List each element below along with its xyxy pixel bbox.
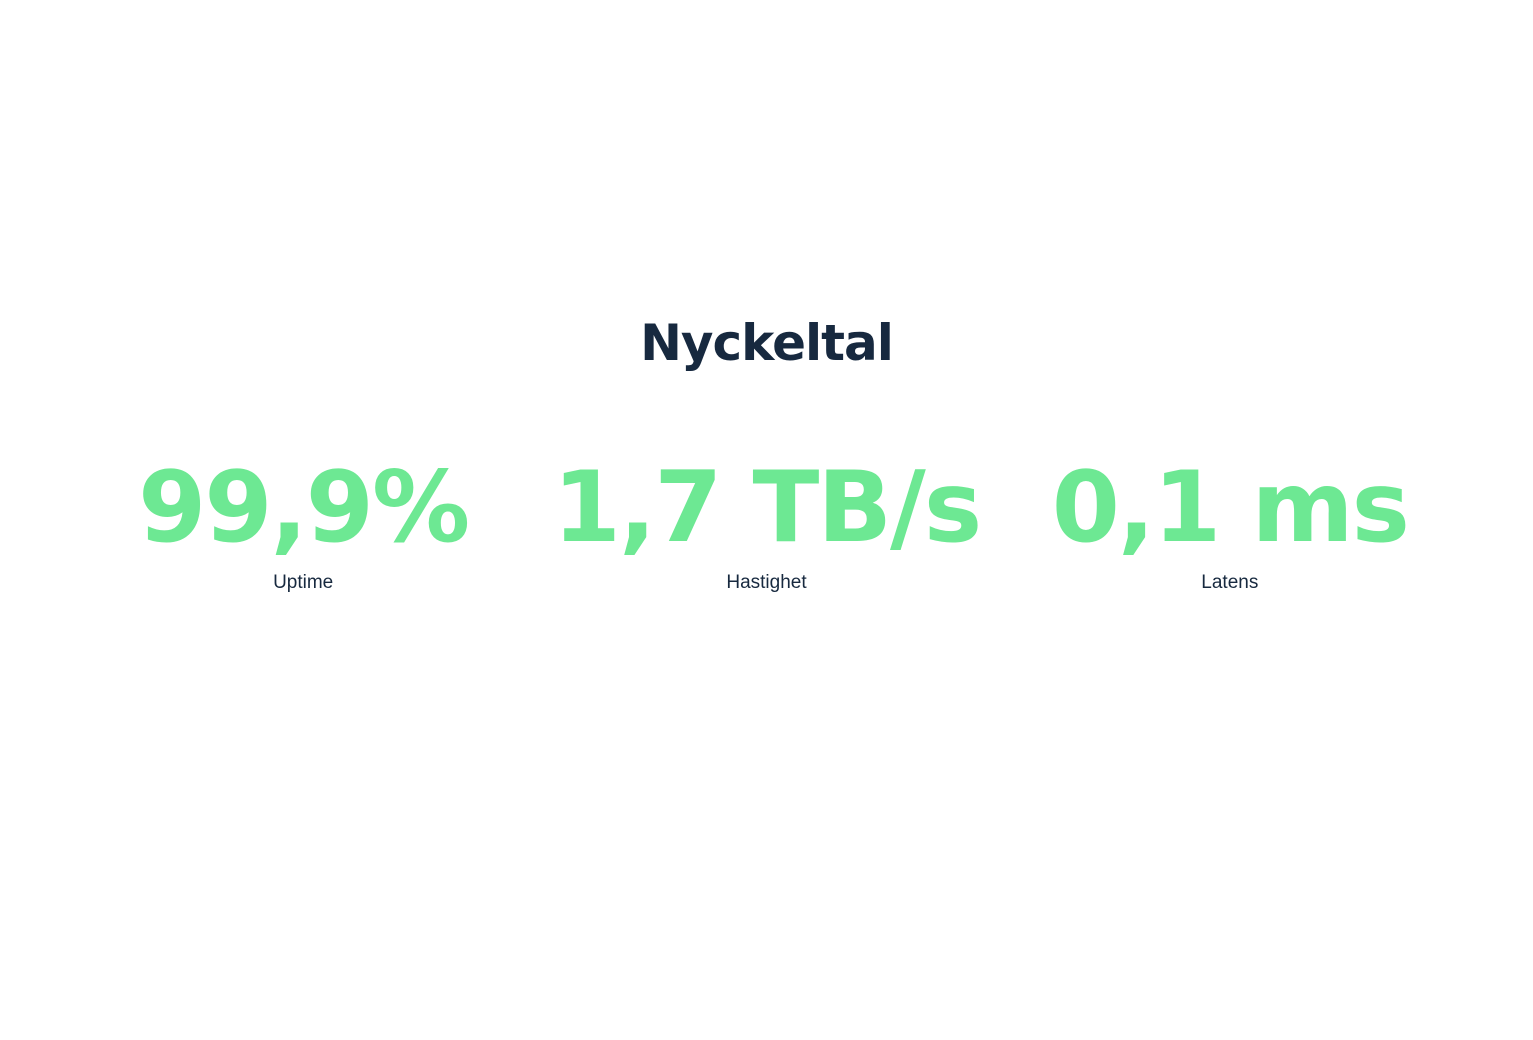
stat-value-uptime: 99,9%: [138, 451, 470, 565]
key-figures-section: Nyckeltal 99,9% Uptime 1,7 TB/s Hastighe…: [72, 314, 1462, 595]
stat-uptime: 99,9% Uptime: [72, 457, 535, 595]
stat-label-speed: Hastighet: [726, 571, 807, 593]
section-title: Nyckeltal: [640, 314, 894, 372]
stats-row: 99,9% Uptime 1,7 TB/s Hastighet 0,1 ms L…: [72, 457, 1462, 595]
stat-label-uptime: Uptime: [273, 571, 334, 593]
stat-value-latency: 0,1 ms: [1051, 451, 1410, 565]
stat-latency: 0,1 ms Latens: [998, 457, 1461, 595]
stat-speed: 1,7 TB/s Hastighet: [535, 457, 998, 595]
stat-label-latency: Latens: [1201, 571, 1259, 593]
stat-value-speed: 1,7 TB/s: [552, 451, 982, 565]
